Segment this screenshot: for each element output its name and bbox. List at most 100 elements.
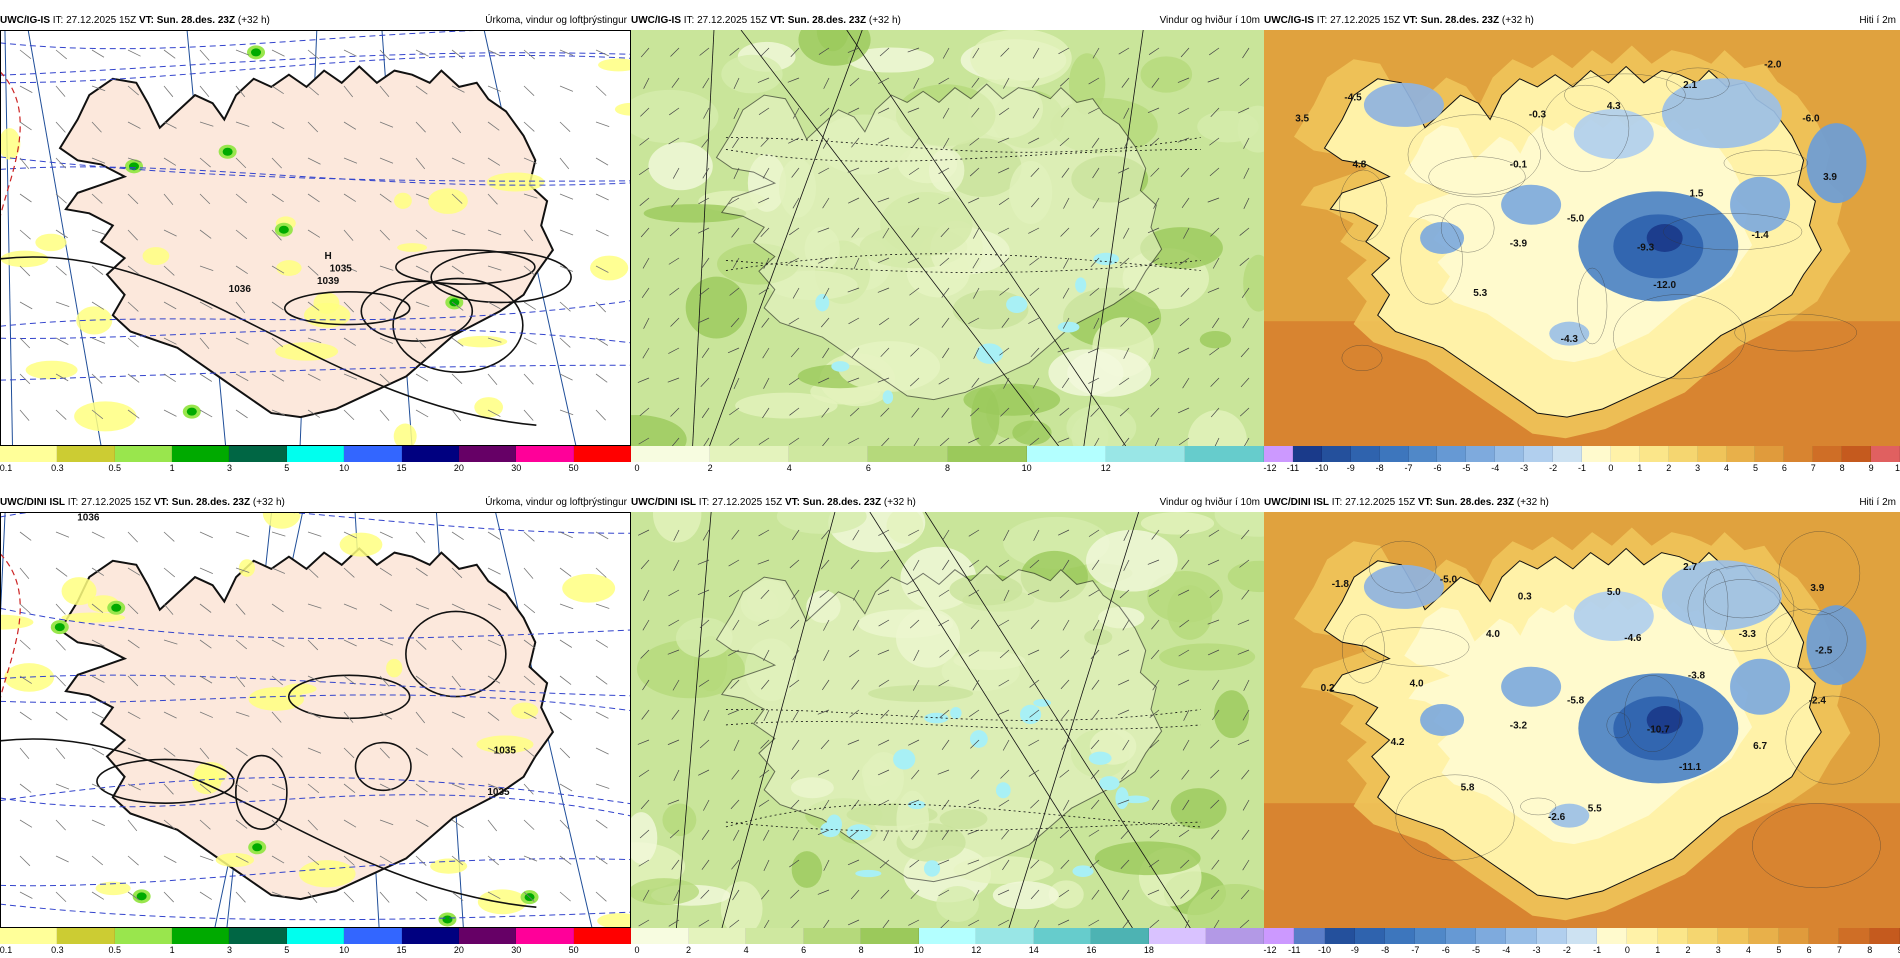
legend-tick-label: -10 (1315, 463, 1329, 473)
map-panel-temp: UWC/DINI ISL IT: 27.12.2025 15Z VT: Sun.… (1263, 494, 1900, 958)
map-value-label: -11.1 (1679, 762, 1702, 773)
legend-swatch (1748, 928, 1779, 944)
legend-tick-label: 7 (1836, 945, 1842, 955)
map-value-label: 5.3 (1473, 288, 1487, 299)
legend-ticks: 0 2 4 6 8 10 12 (631, 463, 1264, 475)
legend-tick-label: 10 (1021, 463, 1032, 473)
legend-swatch (1292, 446, 1322, 462)
legend-tick-label: 1 (169, 945, 175, 955)
legend-swatch (1842, 446, 1872, 462)
valid-time-label: VT: (138, 15, 154, 26)
legend-tick-label: -5 (1471, 945, 1481, 955)
color-legend (631, 928, 1265, 944)
map-value-label: -0.3 (1529, 109, 1547, 120)
legend-ticks: 0.1 0.3 0.5 1 3 5 10 15 20 30 50 (0, 463, 631, 475)
legend-tick-label: 20 (453, 463, 464, 473)
model-name: UWC/IG-IS (631, 15, 681, 26)
map-value-label: 3.9 (1810, 583, 1824, 594)
legend-tick-label: -3 (1520, 463, 1529, 473)
legend-swatch (1610, 446, 1640, 462)
legend-tick-label: 50 (568, 945, 579, 955)
legend-swatch (172, 928, 230, 944)
valid-time-label: VT: (1417, 497, 1433, 508)
legend-swatch (1354, 928, 1386, 944)
legend-tick-label: -9 (1346, 463, 1355, 473)
legend-swatch (1668, 446, 1698, 462)
legend-tick-label: 1 (1655, 945, 1661, 955)
legend-tick-label: 18 (1143, 945, 1154, 955)
map-value-label: 2.1 (1683, 80, 1697, 91)
panel-subtitle: Úrkoma, vindur og loftþrýstingur (485, 497, 627, 508)
legend-swatch (1536, 928, 1567, 944)
legend-tick-label: 1 (1637, 463, 1643, 473)
legend-swatch (1445, 928, 1476, 944)
legend-swatch (947, 446, 1027, 462)
legend-tick-label: 0.3 (51, 945, 64, 955)
legend-tick-label: 0 (634, 945, 640, 955)
iceland-outline (715, 83, 1163, 401)
map-value-label: 4.2 (1391, 737, 1405, 748)
panel-title: UWC/DINI ISL IT: 27.12.2025 15Z VT: Sun.… (631, 494, 916, 512)
legend-swatch (1839, 928, 1870, 944)
map-value-label: -12.0 (1653, 280, 1676, 291)
map-value-label: -4.5 (1344, 93, 1362, 104)
legend-tick-label: -3 (1532, 945, 1541, 955)
legend-tick-label: 3 (226, 463, 232, 473)
legend-swatch (1687, 928, 1719, 944)
legend-tick-label: 12 (971, 945, 982, 955)
legend-swatch (57, 446, 115, 462)
map-value-label: 4.0 (1486, 629, 1500, 640)
legend-swatch (789, 446, 869, 462)
map-area (631, 512, 1264, 928)
lead-time: (+32 h) (235, 15, 270, 26)
init-time: IT: 27.12.2025 15Z (698, 497, 785, 508)
legend-tick-label: 12 (1100, 463, 1111, 473)
legend-swatch (172, 446, 230, 462)
lead-time: (+32 h) (250, 497, 285, 508)
legend-swatch (1809, 928, 1840, 944)
legend-tick-label: -12 (1263, 463, 1277, 473)
panel-title: UWC/IG-IS IT: 27.12.2025 15Z VT: Sun. 28… (1264, 12, 1534, 30)
legend-swatch (976, 928, 1034, 944)
map-value-label: 4.3 (1607, 101, 1621, 112)
legend-swatch (1148, 928, 1207, 944)
legend-tick-label: 0 (1608, 463, 1614, 473)
legend-ticks: -12-11-10-9-8-7-6-5-4-3-2-1012345678910 (1263, 463, 1900, 475)
legend-swatch (1408, 446, 1438, 462)
legend-swatch (1321, 446, 1351, 462)
map-value-label: -10.7 (1647, 724, 1670, 735)
legend-tick-label: -12 (1263, 945, 1277, 955)
legend-tick-label: 5 (284, 945, 290, 955)
legend-tick-label: 0.1 (0, 945, 13, 955)
legend-tick-label: 20 (453, 945, 464, 955)
lead-time: (+32 h) (1499, 15, 1534, 26)
legend-swatch (458, 928, 517, 944)
legend-swatch (1466, 446, 1496, 462)
map-panel-precip: UWC/IG-IS IT: 27.12.2025 15Z VT: Sun. 28… (0, 12, 631, 476)
map-value-label: -3.2 (1510, 720, 1528, 731)
legend-tick-label: -4 (1502, 945, 1511, 955)
map-value-label: 6.7 (1753, 741, 1767, 752)
legend-swatch (1639, 446, 1669, 462)
valid-time-label: VT: (784, 497, 800, 508)
model-name: UWC/IG-IS (0, 15, 50, 26)
legend-swatch (344, 928, 402, 944)
legend-tick-label: 5 (284, 463, 290, 473)
legend-swatch (1206, 928, 1265, 944)
legend-tick-label: 8 (944, 463, 951, 473)
legend-swatch (286, 928, 345, 944)
valid-time-label: VT: (153, 497, 169, 508)
legend-swatch (1566, 928, 1598, 944)
map-value-label: -2.0 (1764, 59, 1782, 70)
legend-tick-label: -7 (1411, 945, 1420, 955)
map-area: H 1039 1036 1035 (0, 30, 631, 446)
legend-tick-label: -4 (1491, 463, 1500, 473)
legend-swatch (0, 446, 58, 462)
valid-time: Sun. 28.des. 23Z (1417, 15, 1500, 26)
legend-swatch (0, 928, 58, 944)
map-value-label: 1035 (494, 745, 517, 756)
legend-tick-label: 6 (1806, 945, 1812, 955)
map-value-label: 1035 (330, 263, 353, 274)
panel-subtitle: Úrkoma, vindur og loftþrýstingur (485, 15, 627, 26)
panel-subtitle: Hiti í 2m (1859, 15, 1896, 26)
